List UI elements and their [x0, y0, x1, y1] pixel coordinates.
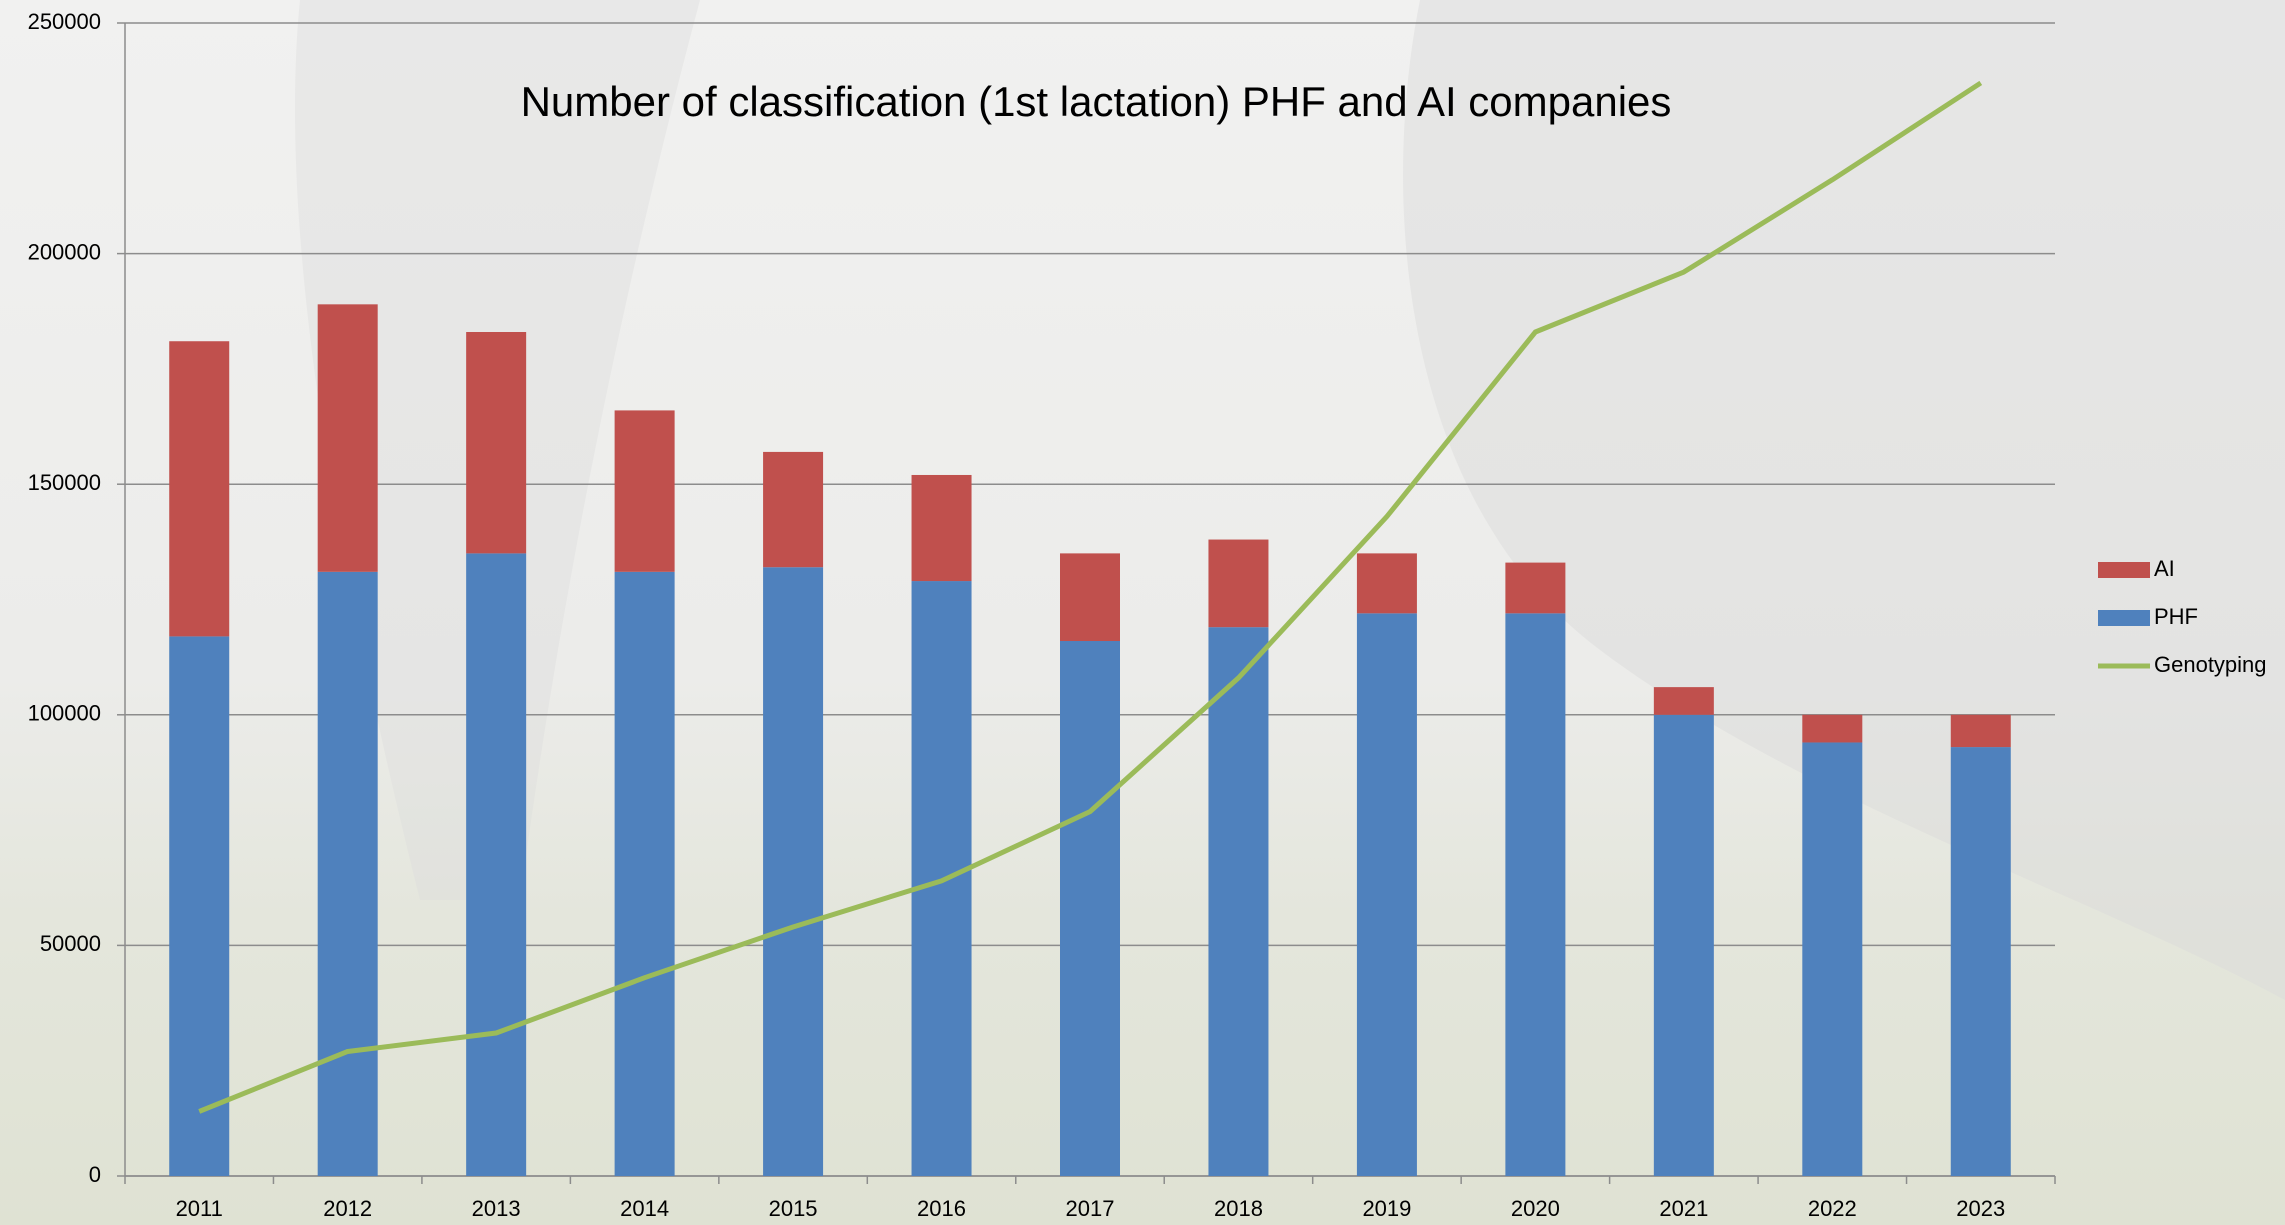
bar	[1653, 687, 1714, 715]
background-shape	[1403, 0, 2285, 1000]
bar	[614, 410, 675, 572]
bar	[317, 304, 378, 572]
y-tick-label: 250000	[28, 9, 101, 34]
y-tick-label: 0	[89, 1162, 101, 1187]
bar	[1950, 747, 2011, 1176]
bar	[1060, 641, 1120, 1176]
x-tick-label: 2011	[176, 1196, 223, 1221]
bar	[1653, 714, 1714, 1176]
bar	[317, 571, 378, 1176]
bar	[1505, 562, 1566, 614]
x-tick-label: 2020	[1511, 1196, 1560, 1221]
bar	[911, 474, 972, 582]
bar	[1802, 714, 1863, 743]
legend-label: AI	[2154, 556, 2175, 581]
bar	[1060, 553, 1120, 642]
y-tick-label: 200000	[28, 239, 101, 264]
bar	[763, 567, 824, 1176]
legend-swatch	[2098, 562, 2150, 578]
bar	[1356, 613, 1417, 1176]
x-tick-label: 2023	[1956, 1196, 2005, 1221]
x-tick-label: 2018	[1214, 1196, 1263, 1221]
x-tick-label: 2012	[323, 1196, 372, 1221]
x-tick-label: 2019	[1362, 1196, 1411, 1221]
legend-swatch	[2098, 610, 2150, 626]
y-tick-label: 150000	[28, 470, 101, 495]
bar	[1802, 742, 1863, 1176]
bar	[1356, 553, 1417, 614]
bar	[1505, 613, 1566, 1176]
x-tick-label: 2016	[917, 1196, 966, 1221]
bar	[1208, 627, 1269, 1176]
bar	[169, 636, 230, 1176]
line	[198, 80, 1983, 1114]
bar	[466, 553, 527, 1176]
bar	[1950, 714, 2011, 748]
x-tick-label: 2015	[769, 1196, 818, 1221]
x-tick-label: 2014	[620, 1196, 669, 1221]
y-tick-label: 100000	[28, 701, 101, 726]
legend-label: Genotyping	[2154, 652, 2267, 677]
bar	[1208, 539, 1269, 628]
x-tick-label: 2021	[1659, 1196, 1708, 1221]
bar	[169, 341, 230, 637]
x-tick-label: 2022	[1808, 1196, 1857, 1221]
bar	[466, 332, 527, 554]
x-tick-label: 2017	[1066, 1196, 1115, 1221]
y-tick-label: 50000	[40, 931, 101, 956]
chart-title: Number of classification (1st lactation)…	[521, 78, 1672, 125]
legend-label: PHF	[2154, 604, 2198, 629]
bar	[614, 571, 675, 1176]
bar	[763, 451, 824, 568]
x-tick-label: 2013	[472, 1196, 521, 1221]
